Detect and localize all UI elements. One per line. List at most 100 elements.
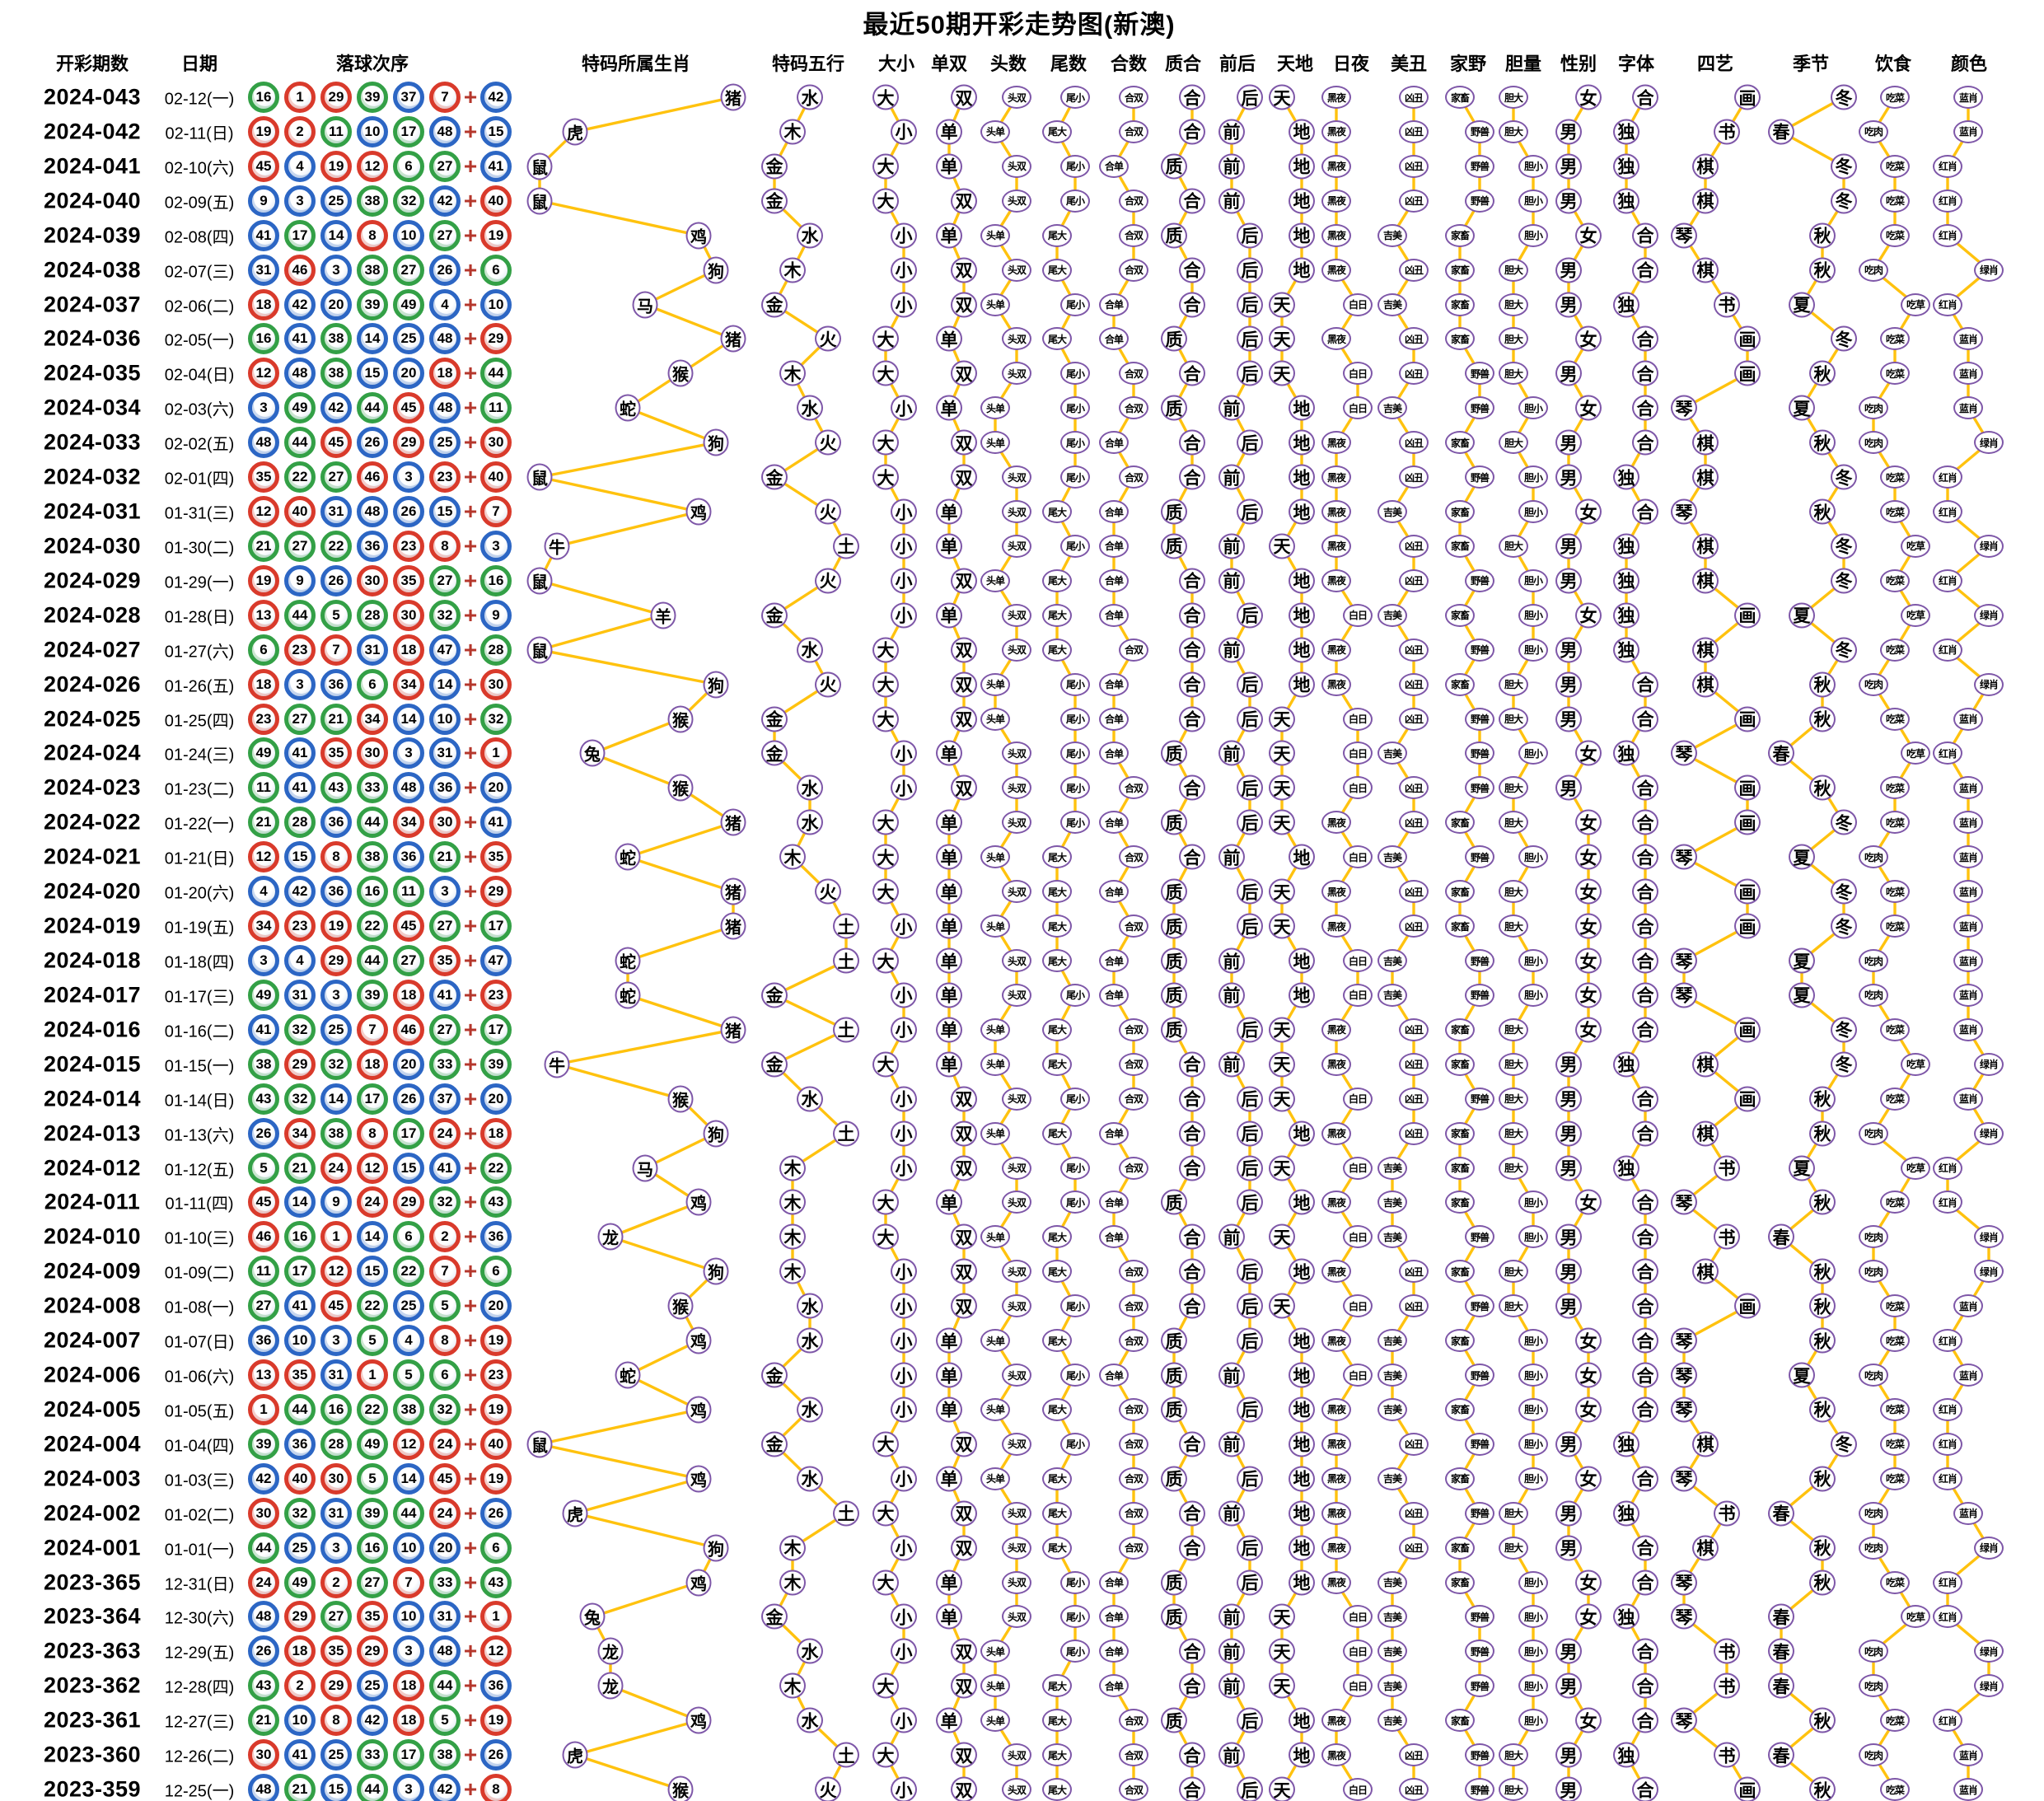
cell-qianhou: 前 — [1218, 188, 1245, 214]
cell-toushu: 头单 — [980, 1674, 1010, 1698]
period-number: 2024-040 — [43, 188, 142, 213]
cell-ziti: 独 — [1613, 533, 1639, 559]
cell-yanse: 蓝肖 — [1953, 1743, 1983, 1767]
cell-zhihe: 合 — [1179, 706, 1205, 732]
cell-jijie: 夏 — [1789, 602, 1815, 629]
ball: 30 — [357, 564, 388, 596]
cell-meichou: 凶丑 — [1399, 1501, 1429, 1525]
cell-riye: 黑夜 — [1321, 811, 1351, 835]
cell-weishu: 尾小 — [1060, 811, 1090, 835]
cell-danshuang: 单 — [936, 1396, 962, 1423]
ball: 3 — [393, 737, 424, 770]
cell-heshu: 合双 — [1119, 396, 1148, 420]
ball: 20 — [320, 288, 352, 320]
cell-meichou: 吉美 — [1377, 396, 1407, 420]
ball: 19 — [248, 115, 279, 147]
cell-siyi: 棋 — [1692, 153, 1719, 180]
cell-riye: 白日 — [1343, 741, 1373, 765]
cell-jijie: 秋 — [1809, 706, 1836, 732]
cell-meichou: 吉美 — [1377, 1329, 1407, 1353]
cell-zhihe: 合 — [1179, 1293, 1205, 1319]
cell-jijie: 秋 — [1809, 774, 1836, 801]
cell-danliang: 胆大 — [1499, 880, 1528, 904]
cell-shengxiao: 兔 — [579, 739, 606, 767]
cell-toushu: 头双 — [1002, 1294, 1031, 1318]
cell-siyi: 画 — [1734, 1776, 1761, 1801]
ball: 4 — [429, 288, 461, 320]
cell-toushu: 头单 — [980, 1397, 1010, 1421]
cell-shengxiao: 兔 — [579, 1602, 606, 1630]
cell-jiaye: 家畜 — [1445, 534, 1475, 558]
cell-xingbie: 男 — [1555, 1638, 1582, 1664]
cell-yanse: 红肖 — [1933, 1329, 1962, 1353]
cell-daxiao: 小 — [891, 1327, 917, 1354]
cell-weishu: 尾大 — [1042, 1778, 1072, 1801]
cell-zhihe: 质 — [1161, 809, 1187, 835]
cell-danliang: 胆大 — [1499, 1087, 1528, 1111]
cell-shengxiao: 龙 — [597, 1672, 624, 1700]
cell-zhihe: 质 — [1161, 153, 1187, 180]
cell-xingbie: 女 — [1575, 844, 1602, 870]
ball: 45 — [393, 392, 424, 424]
cell-danliang: 胆大 — [1499, 534, 1528, 558]
cell-jijie: 秋 — [1809, 222, 1836, 249]
cell-jiaye: 野兽 — [1465, 741, 1494, 765]
ball: 9 — [284, 564, 316, 596]
cell-zhihe: 合 — [1179, 1638, 1205, 1664]
cell-yinshi: 吃菜 — [1880, 915, 1910, 938]
cell-meichou: 吉美 — [1377, 1397, 1407, 1421]
cell-zhihe: 合 — [1179, 671, 1205, 698]
cell-toushu: 头双 — [1002, 1087, 1031, 1111]
cell-jijie: 秋 — [1809, 1189, 1836, 1215]
cell-danshuang: 单 — [936, 740, 962, 766]
cell-xingbie: 女 — [1575, 325, 1602, 352]
cell-weishu: 尾大 — [1042, 1743, 1072, 1767]
ball: 36 — [320, 668, 352, 700]
cell-danliang: 胆小 — [1518, 1640, 1548, 1663]
cell-jiaye: 家畜 — [1445, 915, 1475, 938]
plus-icon: + — [463, 291, 478, 317]
cell-riye: 白日 — [1343, 1605, 1373, 1629]
ball: 30 — [393, 599, 424, 631]
ball: 48 — [248, 427, 279, 459]
period-number: 2024-037 — [43, 292, 142, 317]
cell-toushu: 头双 — [1002, 811, 1031, 835]
cell-siyi: 琴 — [1671, 1189, 1697, 1215]
cell-yanse: 红肖 — [1933, 292, 1962, 316]
cell-jijie: 冬 — [1831, 878, 1857, 905]
cell-xingbie: 男 — [1555, 1086, 1582, 1112]
cell-ziti: 合 — [1632, 1293, 1658, 1319]
cell-yanse: 红肖 — [1933, 500, 1962, 524]
plus-icon: + — [463, 498, 478, 525]
cell-wuxing: 火 — [815, 429, 841, 456]
cell-siyi: 琴 — [1671, 1603, 1697, 1630]
cell-riye: 白日 — [1343, 1640, 1373, 1663]
special-ball: 1 — [480, 737, 512, 770]
cell-wuxing: 木 — [779, 1535, 806, 1561]
cell-zhihe: 质 — [1161, 395, 1187, 421]
cell-siyi: 画 — [1734, 1017, 1761, 1043]
cell-danliang: 胆小 — [1518, 1397, 1548, 1421]
cell-qianhou: 后 — [1237, 1258, 1263, 1284]
cell-riye: 黑夜 — [1321, 119, 1351, 143]
cell-qianhou: 后 — [1237, 1189, 1263, 1215]
cell-meichou: 凶丑 — [1399, 776, 1429, 800]
ball: 48 — [393, 772, 424, 804]
cell-qianhou: 后 — [1237, 429, 1263, 456]
ball: 40 — [284, 496, 316, 528]
cell-qianhou: 后 — [1237, 325, 1263, 352]
cell-daxiao: 小 — [891, 222, 917, 249]
cell-jiaye: 野兽 — [1465, 362, 1494, 386]
cell-wuxing: 土 — [833, 1017, 859, 1043]
cell-yinshi: 吃菜 — [1880, 1432, 1910, 1456]
cell-toushu: 头双 — [1002, 1605, 1031, 1629]
cell-xingbie: 女 — [1575, 222, 1602, 249]
cell-yinshi: 吃菜 — [1880, 1778, 1910, 1801]
ball: 21 — [248, 530, 279, 562]
cell-daxiao: 大 — [872, 637, 899, 663]
cell-weishu: 尾大 — [1042, 568, 1072, 592]
cell-danliang: 胆小 — [1518, 1709, 1548, 1733]
ball: 26 — [393, 496, 424, 528]
cell-toushu: 头双 — [1002, 949, 1031, 972]
cell-jiaye: 野兽 — [1465, 1605, 1494, 1629]
